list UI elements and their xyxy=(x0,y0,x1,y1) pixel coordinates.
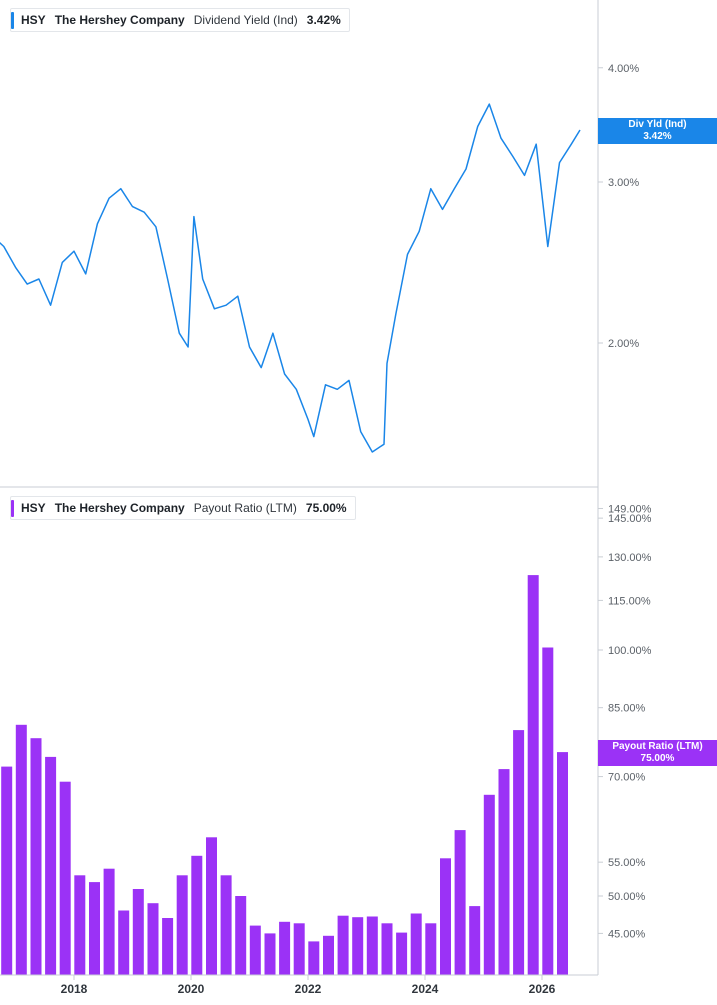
payout-bar xyxy=(132,889,144,975)
payout-bar xyxy=(74,875,86,975)
payout-last-value-tag: Payout Ratio (LTM) 75.00% xyxy=(598,740,717,766)
payout-bar xyxy=(308,941,320,975)
payout-bar xyxy=(527,575,539,975)
bottom-legend-metric: Payout Ratio (LTM) xyxy=(193,501,297,515)
bottom-y-tick-label: 145.00% xyxy=(608,513,652,525)
bottom-legend-ticker: HSY xyxy=(21,501,46,515)
top-y-axis: 4.00% 3.00% 2.00% xyxy=(598,63,639,350)
payout-bar xyxy=(162,918,174,975)
x-axis: 2018 2020 2022 2024 2026 xyxy=(61,975,556,996)
payout-bar xyxy=(454,830,466,975)
bottom-y-tick-label: 100.00% xyxy=(608,645,652,657)
bottom-y-tick-label: 45.00% xyxy=(608,928,646,940)
payout-bar xyxy=(425,923,437,975)
payout-bar xyxy=(381,923,393,975)
payout-bar xyxy=(542,647,554,975)
bottom-y-tick-label: 85.00% xyxy=(608,703,646,715)
payout-bar xyxy=(220,875,232,975)
top-legend[interactable]: HSY The Hershey Company Dividend Yield (… xyxy=(10,8,350,32)
payout-ratio-bars xyxy=(1,575,568,975)
payout-bar xyxy=(366,916,378,975)
payout-bar xyxy=(59,781,71,975)
payout-bar xyxy=(118,910,130,975)
dividend-yield-series-line xyxy=(0,103,581,453)
top-y-tick-label: 4.00% xyxy=(608,63,639,75)
payout-bar xyxy=(147,903,159,975)
top-y-tick-label: 3.00% xyxy=(608,177,639,189)
payout-bar xyxy=(498,769,510,975)
payout-bar xyxy=(89,882,100,975)
bottom-y-tick-label: 50.00% xyxy=(608,891,646,903)
x-tick-label: 2024 xyxy=(412,982,439,996)
x-tick-label: 2018 xyxy=(61,982,88,996)
yield-tag-value: 3.42% xyxy=(643,131,672,142)
yield-tag-label: Div Yld (Ind) xyxy=(628,119,687,130)
payout-legend-swatch xyxy=(11,500,14,517)
bottom-y-tick-label: 70.00% xyxy=(608,772,646,784)
bottom-y-tick-label: 130.00% xyxy=(608,552,652,564)
top-y-tick-label: 2.00% xyxy=(608,338,639,350)
x-tick-label: 2026 xyxy=(529,982,556,996)
yield-last-value-tag: Div Yld (Ind) 3.42% xyxy=(598,118,717,144)
bottom-y-tick-label: 149.00% xyxy=(608,503,652,515)
payout-bar xyxy=(176,875,188,975)
payout-bar xyxy=(15,724,27,975)
top-legend-company: The Hershey Company xyxy=(54,13,185,27)
payout-bar xyxy=(337,915,349,975)
payout-bar xyxy=(293,923,305,975)
payout-bar xyxy=(279,921,291,975)
payout-bar xyxy=(513,730,525,975)
bottom-legend-value: 75.00% xyxy=(305,501,347,515)
payout-bar xyxy=(249,925,261,975)
x-tick-label: 2020 xyxy=(178,982,205,996)
top-legend-ticker: HSY xyxy=(21,13,46,27)
x-tick-label: 2022 xyxy=(295,982,322,996)
bottom-y-axis: 149.00%145.00% 130.00% 115.00% 100.00% 85.00… xyxy=(598,503,652,940)
payout-bar xyxy=(264,933,276,975)
payout-bar xyxy=(323,935,334,975)
bottom-y-tick-label: 55.00% xyxy=(608,857,646,869)
payout-tag-label: Payout Ratio (LTM) xyxy=(612,741,703,752)
payout-bar xyxy=(235,896,247,975)
top-legend-value: 3.42% xyxy=(306,13,341,27)
payout-bar xyxy=(557,752,568,975)
bottom-legend-company: The Hershey Company xyxy=(54,501,185,515)
payout-bar xyxy=(440,858,451,975)
payout-bar xyxy=(396,932,408,975)
payout-bar xyxy=(410,913,422,975)
payout-bar xyxy=(191,855,203,975)
bottom-y-tick-label: 115.00% xyxy=(608,595,651,607)
payout-bar xyxy=(30,738,42,975)
payout-bar xyxy=(206,837,217,975)
top-legend-metric: Dividend Yield (Ind) xyxy=(193,13,298,27)
payout-bar xyxy=(469,906,481,975)
payout-bar xyxy=(352,917,364,975)
payout-bar xyxy=(103,868,115,975)
payout-tag-value: 75.00% xyxy=(640,753,675,764)
bottom-legend[interactable]: HSY The Hershey Company Payout Ratio (LT… xyxy=(10,496,356,520)
payout-bar xyxy=(483,794,495,975)
payout-bar xyxy=(1,766,13,975)
payout-bar xyxy=(45,756,57,975)
yield-legend-swatch xyxy=(11,12,14,29)
